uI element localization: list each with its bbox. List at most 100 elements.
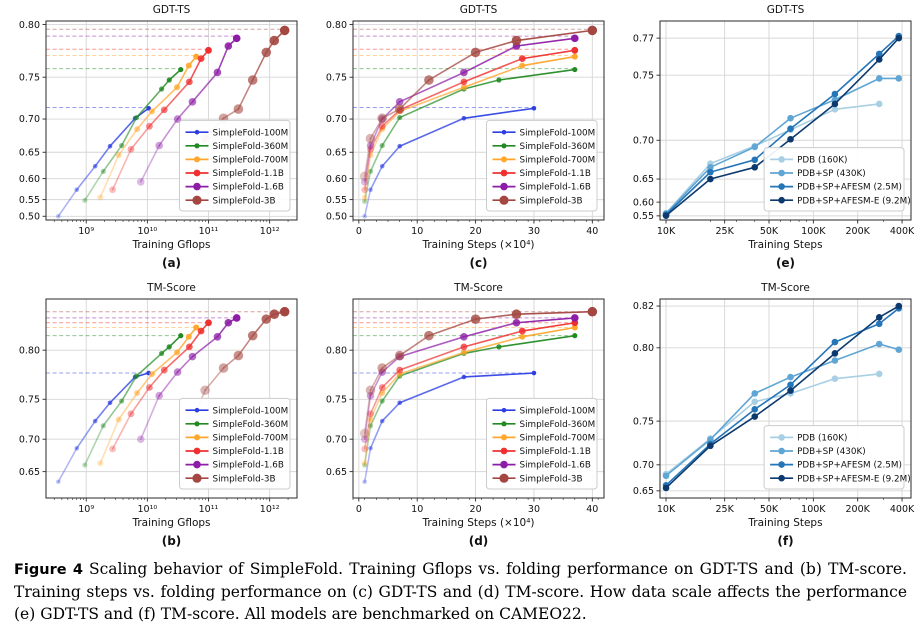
data-point [197, 55, 205, 63]
legend-marker [501, 407, 507, 413]
data-point [572, 333, 578, 339]
y-tick-label: 0.75 [633, 70, 654, 81]
legend-marker [501, 129, 507, 135]
data-point [136, 435, 145, 443]
x-tick-label: 100K [801, 504, 826, 515]
data-point [92, 418, 98, 424]
legend-marker [194, 156, 200, 163]
subplot-e-gdtts-vs-datascale: 10K 25K 50K 100K 200K 400K 0.55 0.60 0.65 0.70 0.7… [614, 0, 921, 278]
data-point [496, 77, 502, 83]
series-SimpleFold-1.6B [136, 34, 241, 186]
x-tick-label: 40 [586, 504, 598, 515]
data-point [831, 375, 839, 382]
data-point [367, 145, 374, 153]
series-PDB+SP+AFESM (2.5M) [662, 32, 903, 218]
data-point [572, 66, 578, 73]
data-point [205, 46, 212, 54]
x-tick-label: 25K [715, 226, 734, 237]
series-SimpleFold-360M [362, 333, 578, 468]
x-tick-label: 50K [760, 504, 779, 515]
data-point [460, 333, 468, 341]
y-tick-label: 0.75 [633, 416, 654, 427]
data-point [107, 400, 113, 406]
series-SimpleFold-360M [82, 333, 184, 468]
data-point [56, 213, 61, 219]
data-point [361, 460, 368, 467]
x-axis-label: Training Steps [747, 517, 822, 529]
data-point [518, 327, 526, 335]
data-point [531, 370, 537, 376]
data-point [461, 374, 467, 380]
data-point [232, 34, 241, 43]
data-point [97, 194, 104, 201]
legend-marker [778, 434, 785, 441]
x-tick-label: 200K [846, 504, 871, 515]
series-PDB+SP (430K) [662, 340, 903, 480]
data-point [115, 416, 122, 423]
data-point [197, 327, 205, 335]
x-tick-label: 0 [356, 226, 362, 237]
data-point [662, 212, 670, 219]
series-SimpleFold-100M [56, 105, 151, 219]
data-point [751, 413, 759, 420]
data-point [148, 108, 155, 115]
x-tick-label: 10¹¹ [199, 504, 219, 515]
data-point [895, 34, 903, 42]
data-point [895, 346, 903, 353]
x-tick-label: 10⁹ [78, 504, 94, 515]
data-point [531, 105, 537, 111]
figure-caption: Figure 4 Scaling behavior of SimpleFold. … [13, 558, 908, 625]
data-point [895, 302, 903, 310]
chart-a: 10⁹ 10¹⁰ 10¹¹ 10¹² 0.50 0.55 0.60 0.65 0.70 0.75 0… [19, 4, 298, 270]
y-tick-label: 0.80 [19, 345, 40, 356]
series-SimpleFold-1.1B [361, 319, 579, 453]
data-point [707, 164, 714, 171]
data-point [174, 349, 181, 356]
y-tick-label: 0.55 [633, 211, 654, 222]
legend-label: SimpleFold-100M [520, 128, 596, 138]
data-point [379, 390, 386, 397]
panel-label: (c) [469, 256, 487, 270]
y-tick-label: 0.65 [633, 486, 654, 497]
data-point [166, 344, 172, 350]
legend-label: PDB+SP+AFESM (2.5M) [797, 461, 902, 471]
chart-title: GDT-TS [767, 4, 805, 16]
legend-marker [778, 156, 785, 163]
y-tick-label: 0.70 [19, 434, 40, 445]
x-axis-label: Training Steps (×10⁴) [421, 517, 534, 529]
data-point [519, 62, 526, 69]
data-point [707, 436, 714, 443]
data-point [82, 462, 88, 468]
data-point [662, 484, 670, 492]
data-point [133, 114, 140, 121]
data-point [875, 100, 883, 108]
data-point [233, 104, 244, 114]
data-point [396, 366, 404, 374]
legend-label: SimpleFold-1.6B [520, 461, 591, 471]
legend-marker [778, 169, 785, 177]
series-SimpleFold-1.1B [109, 319, 212, 453]
data-point [232, 314, 241, 322]
chart-b: 10⁹ 10¹⁰ 10¹¹ 10¹² 0.65 0.70 0.75 0.80 TM-Score T… [19, 282, 298, 548]
data-point [424, 75, 434, 85]
legend-marker [501, 434, 507, 441]
data-point [178, 333, 184, 339]
data-point [787, 387, 794, 394]
data-point [470, 314, 481, 324]
legend-label: SimpleFold-1.6B [520, 183, 591, 193]
x-axis-label: Training Gflops [131, 517, 210, 529]
series-SimpleFold-1.6B [360, 314, 579, 443]
data-point [109, 186, 116, 194]
legend-label: SimpleFold-1.6B [213, 461, 284, 471]
y-tick-label: 0.65 [19, 467, 40, 478]
panel-label: (d) [469, 534, 489, 548]
data-point [367, 416, 374, 423]
data-point [831, 350, 839, 357]
legend-label: SimpleFold-3B [213, 474, 276, 484]
data-point [269, 309, 280, 320]
legend-label: SimpleFold-100M [213, 128, 289, 138]
axis-ticks: 0 10 20 30 40 0.50 0.55 0.60 0.65 0.70 0.75 0.80 [326, 20, 599, 237]
data-point [377, 113, 387, 124]
data-point [366, 391, 375, 400]
axis-ticks: 10K 25K 50K 100K 200K 400K 0.55 0.60 0.65 0.70 0.7… [633, 33, 915, 237]
